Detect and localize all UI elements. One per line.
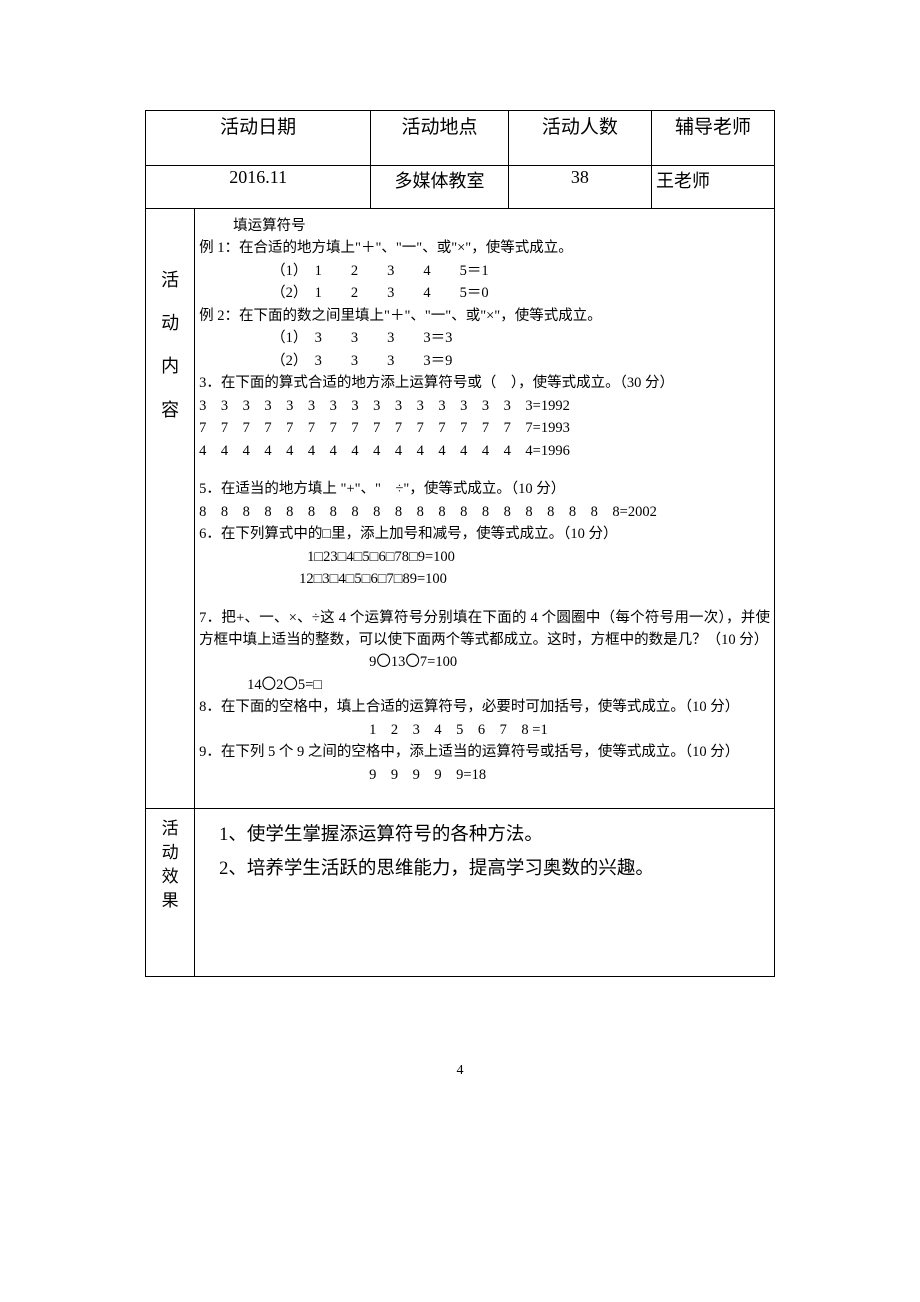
content-vertical-label: 活 动 内 容 (146, 209, 195, 809)
page-number: 4 (145, 1063, 775, 1079)
content-label-char: 动 (161, 313, 179, 333)
effect-vertical-label: 活 动 效 果 (146, 809, 195, 977)
q5-line: 8 8 8 8 8 8 8 8 8 8 8 8 8 8 8 8 8 8 8 8=… (199, 501, 770, 523)
q6-line2: 12□3□4□5□6□7□89=100 (199, 568, 770, 590)
content-label-char: 内 (161, 356, 179, 376)
header-teacher-label: 辅导老师 (652, 111, 775, 166)
lesson-table: 活动日期 活动地点 活动人数 辅导老师 2016.11 多媒体教室 38 王老师… (145, 110, 775, 977)
q3-line2: 7 7 7 7 7 7 7 7 7 7 7 7 7 7 7 7=1993 (199, 417, 770, 439)
header-count-label: 活动人数 (508, 111, 651, 166)
q7-line2: 14〇2〇5=□ (199, 674, 770, 696)
q8-head: 8．在下面的空格中，填上合适的运算符号，必要时可加括号，使等式成立。（10 分） (199, 696, 770, 718)
q3-line3: 4 4 4 4 4 4 4 4 4 4 4 4 4 4 4 4=1996 (199, 440, 770, 462)
value-place: 多媒体教室 (371, 166, 508, 209)
ex2-1: （1） 3 3 3 3＝3 (199, 327, 770, 349)
effect-row: 活 动 效 果 1、使学生掌握添运算符号的各种方法。 2、培养学生活跃的思维能力… (146, 809, 775, 977)
ex1-1: （1） 1 2 3 4 5＝1 (199, 260, 770, 282)
q7-head: 7．把+、一、×、÷这 4 个运算符号分别填在下面的 4 个圆圈中（每个符号用一… (199, 607, 770, 652)
effect-label-char: 效 (162, 867, 179, 886)
effect-label-char: 果 (162, 891, 179, 910)
q7-line1: 9〇13〇7=100 (199, 651, 770, 673)
ex1-head: 例 1：在合适的地方填上"＋"、"一"、或"×"，使等式成立。 (199, 237, 770, 259)
effect-line2: 2、培养学生活跃的思维能力，提高学习奥数的兴趣。 (219, 853, 762, 886)
effect-label-char: 活 (162, 819, 179, 838)
header-date-label: 活动日期 (146, 111, 371, 166)
q3-head: 3．在下面的算式合适的地方添上运算符号或（ ），使等式成立。（30 分） (199, 372, 770, 394)
ex1-2: （2） 1 2 3 4 5＝0 (199, 282, 770, 304)
q5-head: 5．在适当的地方填上 "+"、" ÷"，使等式成立。（10 分） (199, 478, 770, 500)
effect-line1: 1、使学生掌握添运算符号的各种方法。 (219, 819, 762, 852)
header-row: 活动日期 活动地点 活动人数 辅导老师 (146, 111, 775, 166)
content-label-char: 容 (161, 400, 179, 420)
q8-line: 1 2 3 4 5 6 7 8 =1 (199, 719, 770, 741)
content-label-char: 活 (161, 270, 179, 290)
q6-line1: 1□23□4□5□6□78□9=100 (199, 546, 770, 568)
ex2-2: （2） 3 3 3 3＝9 (199, 350, 770, 372)
content-title: 填运算符号 (199, 215, 770, 237)
content-cell: 填运算符号 例 1：在合适的地方填上"＋"、"一"、或"×"，使等式成立。 （1… (195, 209, 775, 809)
value-date: 2016.11 (146, 166, 371, 209)
value-row: 2016.11 多媒体教室 38 王老师 (146, 166, 775, 209)
blank-spacer (199, 462, 770, 478)
effect-label-char: 动 (162, 843, 179, 862)
blank-spacer (199, 591, 770, 607)
q9-line: 9 9 9 9 9=18 (199, 764, 770, 786)
content-row: 活 动 内 容 填运算符号 例 1：在合适的地方填上"＋"、"一"、或"×"，使… (146, 209, 775, 809)
q9-head: 9．在下列 5 个 9 之间的空格中，添上适当的运算符号或括号，使等式成立。（1… (199, 741, 770, 763)
q6-head: 6．在下列算式中的□里，添上加号和减号，使等式成立。（10 分） (199, 523, 770, 545)
header-place-label: 活动地点 (371, 111, 508, 166)
value-count: 38 (508, 166, 651, 209)
effect-cell: 1、使学生掌握添运算符号的各种方法。 2、培养学生活跃的思维能力，提高学习奥数的… (195, 809, 775, 977)
ex2-head: 例 2：在下面的数之间里填上"＋"、"一"、或"×"，使等式成立。 (199, 305, 770, 327)
page: 活动日期 活动地点 活动人数 辅导老师 2016.11 多媒体教室 38 王老师… (0, 0, 920, 1079)
blank-spacer (199, 786, 770, 802)
value-teacher: 王老师 (652, 166, 775, 209)
q3-line1: 3 3 3 3 3 3 3 3 3 3 3 3 3 3 3 3=1992 (199, 395, 770, 417)
